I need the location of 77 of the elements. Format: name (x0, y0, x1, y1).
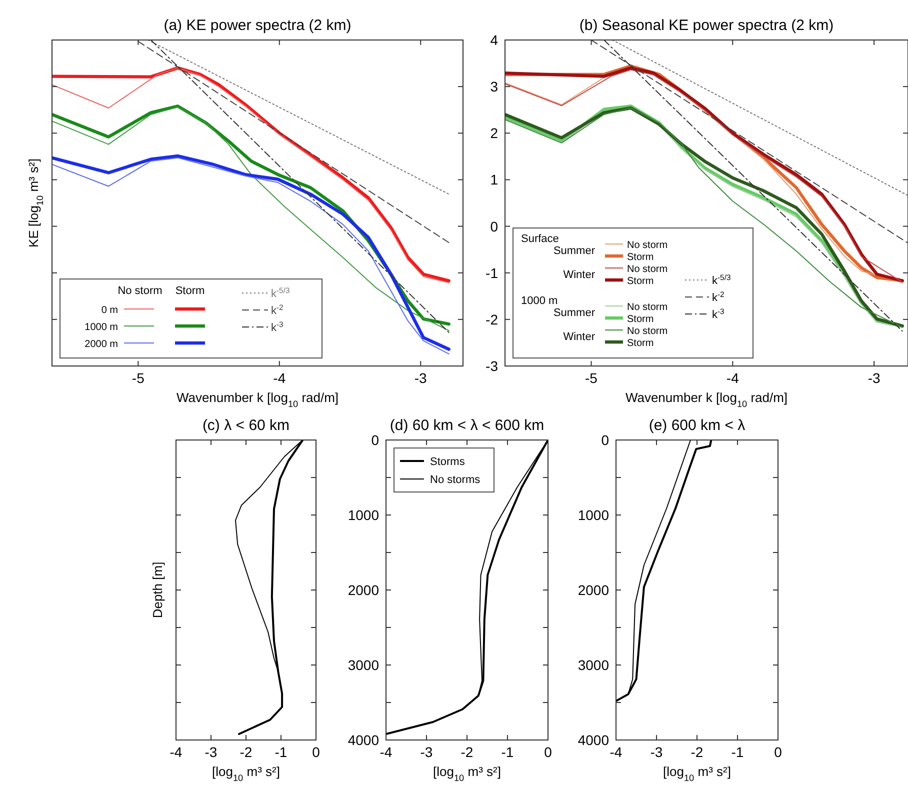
y-tick-label: 4 (490, 32, 498, 48)
legend-label: k$^{-3}$ (712, 306, 724, 321)
x-tick-label: -3 (204, 744, 218, 760)
legend-label: k$^{-2}$ (712, 290, 724, 304)
y-tick-label: 0 (490, 218, 498, 234)
y-tick-label: 1000 (348, 507, 380, 523)
y-tick-label: -2 (486, 311, 498, 328)
y-tick-label: 3000 (348, 657, 380, 673)
annotation: 1000 m (84, 322, 118, 333)
y-tick-label: -3 (486, 358, 498, 374)
y-tick-label: 3000 (578, 657, 610, 673)
y-tick-label: 4000 (578, 732, 610, 748)
x-tick-label: -4 (273, 370, 286, 386)
y-tick-label: 1 (490, 172, 498, 188)
annotation: Surface (521, 233, 559, 245)
legend-label: Storm (627, 276, 654, 287)
legend-label: Storms (430, 456, 466, 468)
x-tick-label: -2 (240, 744, 252, 760)
x-axis-title: [log$_{10}$ m³ s²] (663, 764, 731, 783)
y-tick-label: -1 (486, 264, 498, 281)
x-tick-label: -3 (420, 744, 433, 760)
y-tick-label: 3 (490, 78, 498, 95)
chart-title: (e) 600 km < λ (648, 417, 746, 434)
x-tick-label: 0 (312, 744, 320, 760)
legend-label: No storm (627, 240, 668, 251)
legend-label: Storm (627, 252, 654, 263)
legend-label: Storm (627, 338, 654, 349)
legend-label: Storm (627, 314, 654, 325)
annotation: Winter (563, 331, 596, 343)
legend-label: k$^{-3}$ (271, 320, 284, 334)
chart-title: (b) Seasonal KE power spectra (2 km) (579, 17, 834, 34)
x-axis-title: [log$_{10}$ m³ s²] (212, 764, 280, 783)
y-axis-title: Depth [m] (150, 562, 165, 618)
y-tick-label: 2000 (348, 582, 380, 598)
legend-label: k$^{-5/3}$ (712, 272, 731, 287)
annotation: Winter (563, 269, 596, 281)
y-tick-label: 2 (490, 125, 498, 142)
legend-label: No storm (627, 302, 668, 313)
x-tick-label: -4 (610, 744, 622, 760)
annotation: 2000 m (84, 339, 118, 350)
chart-title: (d) 60 km < λ < 600 km (390, 417, 544, 434)
chart-title: (a) KE power spectra (2 km) (164, 17, 352, 34)
x-axis-title: [log$_{10}$ m³ s²] (433, 764, 501, 783)
x-tick-label: -5 (132, 370, 145, 386)
legend-label: k$^{-2}$ (271, 302, 284, 317)
x-tick-label: -3 (868, 370, 880, 386)
legend-label: No storms (430, 474, 481, 486)
annotation: 0 m (101, 305, 118, 316)
x-tick-label: -1 (274, 744, 288, 760)
y-tick-label: 2000 (578, 582, 610, 598)
x-tick-label: -3 (650, 744, 663, 760)
legend-label: No storm (627, 326, 668, 337)
x-tick-label: -5 (585, 370, 598, 386)
x-tick-label: -1 (731, 744, 744, 760)
legend-label: No storm (627, 264, 668, 275)
x-tick-label: -2 (460, 744, 474, 760)
x-tick-label: -1 (501, 744, 514, 760)
annotation: Storm (175, 285, 205, 297)
x-axis-title: Wavenumber k [log$_{10}$ rad/m] (176, 390, 339, 409)
x-tick-label: 0 (774, 744, 782, 760)
y-tick-label: 1000 (578, 507, 610, 523)
y-tick-label: 0 (371, 432, 380, 448)
x-axis-title: Wavenumber k [log$_{10}$ rad/m] (625, 390, 788, 409)
annotation: Summer (553, 245, 596, 257)
y-tick-label: 4000 (348, 732, 380, 748)
legend-label: k$^{-5/3}$ (271, 286, 290, 300)
x-tick-label: -4 (170, 744, 182, 760)
x-tick-label: -4 (380, 744, 392, 760)
y-tick-label: 0 (601, 432, 610, 448)
x-tick-label: -3 (414, 370, 428, 386)
annotation: No storm (118, 285, 162, 297)
x-tick-label: 0 (544, 744, 552, 760)
annotation: Summer (553, 307, 596, 319)
x-tick-label: -4 (726, 370, 740, 386)
annotation: 1000 m (521, 295, 558, 307)
x-tick-label: -2 (690, 744, 704, 760)
chart-title: (c) λ < 60 km (202, 417, 290, 434)
